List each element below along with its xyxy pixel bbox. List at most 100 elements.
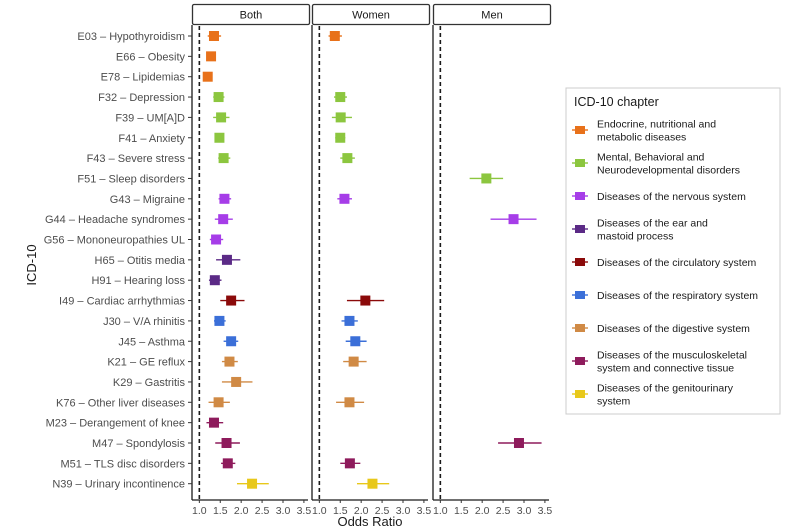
y-tick-label: J30 – V/A rhinitis [103, 316, 185, 328]
point-estimate [335, 112, 346, 123]
point-estimate [208, 31, 219, 41]
x-tick-label: 2.0 [354, 505, 369, 517]
point-estimate [335, 92, 346, 103]
y-tick-label: M23 – Derangement of knee [46, 418, 185, 430]
point-estimate [214, 315, 225, 326]
y-tick-label: J45 – Asthma [118, 336, 186, 348]
y-tick-label: F32 – Depression [98, 92, 185, 104]
legend-entry: Diseases of the respiratory system [572, 290, 758, 302]
estimate-women [340, 153, 355, 164]
y-tick-label: F51 – Sleep disorders [77, 173, 185, 185]
estimate-women [337, 193, 352, 204]
estimate-both [207, 31, 222, 41]
legend-key-square [575, 324, 585, 332]
y-tick-label: F39 – UM[A]D [115, 112, 185, 124]
point-estimate [224, 356, 235, 367]
y-tick-label: F43 – Severe stress [87, 153, 186, 165]
x-tick-label: 1.0 [192, 505, 207, 517]
y-tick-label: G44 – Headache syndromes [45, 214, 186, 226]
y-tick-label: G56 – Mononeuropathies UL [44, 235, 185, 247]
point-estimate [213, 397, 224, 408]
point-estimate [218, 153, 229, 164]
x-tick-label: 3.0 [396, 505, 411, 517]
point-estimate [231, 376, 242, 387]
legend-label: Diseases of the genitourinary [597, 383, 734, 395]
estimate-both [208, 275, 222, 286]
x-tick-label: 1.5 [333, 505, 348, 517]
point-estimate [209, 275, 220, 286]
y-tick-label: K29 – Gastritis [113, 377, 186, 389]
point-estimate [202, 71, 213, 82]
legend-label: mastoid process [597, 231, 673, 243]
legend-label: Diseases of the digestive system [597, 323, 750, 335]
estimate-women [335, 132, 346, 143]
estimate-both [221, 356, 238, 367]
point-estimate [214, 132, 225, 143]
legend-key-square [575, 291, 585, 299]
estimate-both [213, 112, 230, 123]
x-tick-label: 1.0 [312, 505, 327, 517]
point-estimate [335, 132, 346, 143]
y-tick-label: K76 – Other liver diseases [56, 397, 186, 409]
estimate-both [221, 458, 236, 469]
legend-entry: Diseases of the nervous system [572, 191, 746, 203]
y-tick-label: K21 – GE reflux [107, 357, 185, 369]
legend-key-square [575, 357, 585, 365]
legend-label: Endocrine, nutritional and [597, 119, 716, 131]
point-estimate [226, 295, 237, 306]
estimate-both [220, 295, 245, 306]
point-estimate [216, 112, 227, 123]
panel-women: Women 1.0 1.5 2.0 2.5 3.0 3.5 [311, 3, 431, 517]
point-estimate [344, 458, 355, 469]
estimate-both [218, 153, 231, 164]
legend-label: Diseases of the circulatory system [597, 257, 757, 269]
legend-entry: Diseases of the circulatory system [572, 257, 757, 269]
y-tick-label: E03 – Hypothyroidism [77, 31, 185, 43]
legend-label: Diseases of the musculoskeletal [597, 350, 747, 362]
point-estimate [213, 92, 224, 103]
panel-strip-label: Men [481, 10, 502, 22]
point-estimate [211, 234, 222, 245]
estimate-both [208, 397, 230, 408]
point-estimate [221, 254, 232, 265]
panel-both: Both 1.0 1.5 2.0 2.5 3.0 3.5 [191, 3, 311, 517]
y-tick-label: N39 – Urinary incontinence [52, 479, 185, 491]
point-estimate [481, 173, 492, 184]
estimate-women [343, 356, 367, 367]
legend-box [565, 87, 781, 415]
legend: ICD-10 chapter Endocrine, nutritional an… [565, 87, 781, 415]
legend-title: ICD-10 chapter [574, 95, 659, 109]
point-estimate [344, 315, 355, 326]
estimate-both [202, 71, 213, 82]
y-tick-label: H91 – Hearing loss [91, 275, 185, 287]
y-tick-label: M47 – Spondylosis [92, 438, 185, 450]
y-tick-label: H65 – Otitis media [95, 255, 186, 267]
point-estimate [247, 478, 258, 489]
x-tick-label: 3.0 [517, 505, 532, 517]
panel-strip [432, 3, 552, 26]
point-estimate [508, 214, 519, 225]
x-tick-label: 1.5 [213, 505, 228, 517]
point-estimate [222, 458, 233, 469]
point-estimate [218, 214, 229, 225]
estimate-both [215, 438, 240, 448]
point-estimate [226, 336, 237, 347]
x-tick-label: 2.5 [496, 505, 511, 517]
point-estimate [339, 193, 350, 204]
estimate-women [328, 31, 342, 41]
panel-strip [191, 3, 311, 26]
estimate-women [336, 397, 365, 408]
x-tick-label: 3.0 [276, 505, 291, 517]
legend-label: Diseases of the respiratory system [597, 290, 758, 302]
panel-strip-label: Both [240, 10, 263, 22]
point-estimate [221, 438, 232, 448]
estimate-both [214, 132, 225, 143]
point-estimate [348, 356, 359, 367]
estimate-both [221, 376, 253, 387]
estimate-men [469, 173, 504, 184]
panel-men: Men 1.0 1.5 2.0 2.5 3.0 3.5 [432, 3, 552, 517]
legend-label: system [597, 396, 631, 408]
